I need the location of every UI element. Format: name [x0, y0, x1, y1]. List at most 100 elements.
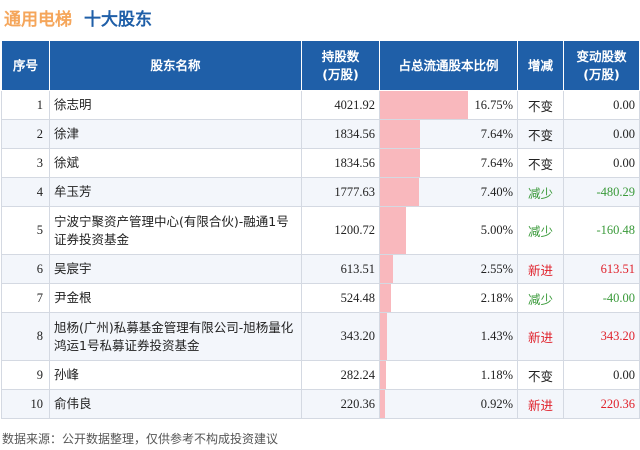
- table-row: 4 牟玉芳 1777.63 7.40% 减少 -480.29: [1, 177, 640, 207]
- float-ratio-cell: 1.43%: [379, 312, 518, 361]
- change-amount: 220.36: [563, 389, 640, 419]
- row-index: 2: [1, 119, 50, 149]
- row-index: 8: [1, 312, 50, 361]
- column-header-index: 序号: [1, 40, 50, 91]
- table-row: 5 宁波宁聚资产管理中心(有限合伙)-融通1号证券投资基金 1200.72 5.00%…: [1, 206, 640, 255]
- ratio-value: 16.75%: [474, 97, 513, 112]
- title-bar: 通用电梯 十大股东: [0, 0, 640, 34]
- float-ratio-cell: 2.18%: [379, 283, 518, 313]
- ratio-bar: [380, 284, 392, 312]
- ratio-value: 1.43%: [480, 329, 513, 343]
- shares-held: 282.24: [301, 360, 380, 390]
- shareholder-name: 徐斌: [49, 148, 302, 178]
- ratio-bar: [380, 255, 394, 283]
- shares-held: 4021.92: [301, 90, 380, 120]
- ratio-bar: [380, 120, 420, 148]
- ratio-bar: [380, 149, 420, 177]
- change-amount: -480.29: [563, 177, 640, 207]
- row-index: 6: [1, 254, 50, 284]
- row-index: 3: [1, 148, 50, 178]
- ratio-value: 5.00%: [480, 223, 513, 237]
- ratio-value: 7.64%: [480, 126, 513, 141]
- company-name: 通用电梯: [4, 9, 72, 30]
- ratio-bar: [380, 91, 468, 119]
- shareholder-name: 牟玉芳: [49, 177, 302, 207]
- ratio-bar: [380, 207, 407, 254]
- shares-held: 343.20: [301, 312, 380, 361]
- float-ratio-cell: 1.18%: [379, 360, 518, 390]
- change-amount: -160.48: [563, 206, 640, 255]
- table-row: 3 徐斌 1834.56 7.64% 不变 0.00: [1, 148, 640, 178]
- row-index: 9: [1, 360, 50, 390]
- ratio-bar: [380, 178, 419, 206]
- table-row: 2 徐津 1834.56 7.64% 不变 0.00: [1, 119, 640, 149]
- row-index: 10: [1, 389, 50, 419]
- row-index: 1: [1, 90, 50, 120]
- change-amount: 0.00: [563, 360, 640, 390]
- shares-held: 1834.56: [301, 119, 380, 149]
- column-header-label: 股东名称: [150, 57, 201, 73]
- float-ratio-cell: 7.64%: [379, 148, 518, 178]
- column-header-label: 变动股数 (万股): [576, 48, 627, 82]
- float-ratio-cell: 5.00%: [379, 206, 518, 255]
- change-amount: -40.00: [563, 283, 640, 313]
- float-ratio-cell: 2.55%: [379, 254, 518, 284]
- ratio-bar: [380, 313, 388, 360]
- change-amount: 613.51: [563, 254, 640, 284]
- shareholder-name: 徐志明: [49, 90, 302, 120]
- data-source-note: 数据来源：公开数据整理，仅供参考不构成投资建议: [2, 432, 279, 446]
- shares-held: 220.36: [301, 389, 380, 419]
- shareholder-name: 旭杨(广州)私募基金管理有限公司-旭杨量化鸿运1号私募证券投资基金: [49, 312, 302, 361]
- float-ratio-cell: 7.64%: [379, 119, 518, 149]
- shares-held: 1200.72: [301, 206, 380, 255]
- column-header-delta: 变动股数 (万股): [563, 40, 640, 91]
- shares-held: 1777.63: [301, 177, 380, 207]
- change-status: 不变: [517, 119, 564, 149]
- change-status: 新进: [517, 389, 564, 419]
- ratio-value: 2.55%: [480, 261, 513, 276]
- column-header-label: 占总流通股本比例: [398, 57, 499, 73]
- shares-held: 524.48: [301, 283, 380, 313]
- ratio-value: 7.40%: [480, 184, 513, 199]
- table-row: 1 徐志明 4021.92 16.75% 不变 0.00: [1, 90, 640, 120]
- ratio-value: 7.64%: [480, 155, 513, 170]
- table-row: 9 孙峰 282.24 1.18% 不变 0.00: [1, 360, 640, 390]
- change-status: 不变: [517, 360, 564, 390]
- column-header-shares: 持股数 (万股): [301, 40, 380, 91]
- change-status: 新进: [517, 312, 564, 361]
- shareholder-name: 尹金根: [49, 283, 302, 313]
- column-header-change: 增减: [517, 40, 564, 91]
- shares-held: 1834.56: [301, 148, 380, 178]
- shareholder-name: 宁波宁聚资产管理中心(有限合伙)-融通1号证券投资基金: [49, 206, 302, 255]
- row-index: 4: [1, 177, 50, 207]
- table-row: 8 旭杨(广州)私募基金管理有限公司-旭杨量化鸿运1号私募证券投资基金 343.20…: [1, 312, 640, 361]
- row-index: 7: [1, 283, 50, 313]
- change-amount: 0.00: [563, 90, 640, 120]
- ratio-value: 1.18%: [480, 367, 513, 382]
- change-status: 不变: [517, 90, 564, 120]
- change-amount: 0.00: [563, 119, 640, 149]
- ratio-bar: [380, 361, 387, 389]
- change-status: 减少: [517, 283, 564, 313]
- column-header-label: 持股数 (万股): [321, 48, 360, 82]
- column-header-ratio: 占总流通股本比例: [379, 40, 518, 91]
- table-row: 7 尹金根 524.48 2.18% 减少 -40.00: [1, 283, 640, 313]
- float-ratio-cell: 7.40%: [379, 177, 518, 207]
- change-status: 减少: [517, 177, 564, 207]
- column-header-label: 增减: [527, 57, 553, 73]
- top-shareholders-table: 序号 股东名称 持股数 (万股) 占总流通股本比例 增减 变动股数 (万股) 1…: [1, 40, 640, 419]
- float-ratio-cell: 0.92%: [379, 389, 518, 419]
- table-row: 6 吴宸宇 613.51 2.55% 新进 613.51: [1, 254, 640, 284]
- change-amount: 0.00: [563, 148, 640, 178]
- ratio-value: 0.92%: [480, 396, 513, 411]
- shareholder-name: 俞伟良: [49, 389, 302, 419]
- ratio-value: 2.18%: [480, 290, 513, 305]
- page-subtitle: 十大股东: [84, 9, 152, 30]
- column-header-label: 序号: [12, 57, 38, 73]
- change-amount: 343.20: [563, 312, 640, 361]
- shares-held: 613.51: [301, 254, 380, 284]
- change-status: 新进: [517, 254, 564, 284]
- change-status: 减少: [517, 206, 564, 255]
- shareholder-name: 孙峰: [49, 360, 302, 390]
- shareholder-name: 吴宸宇: [49, 254, 302, 284]
